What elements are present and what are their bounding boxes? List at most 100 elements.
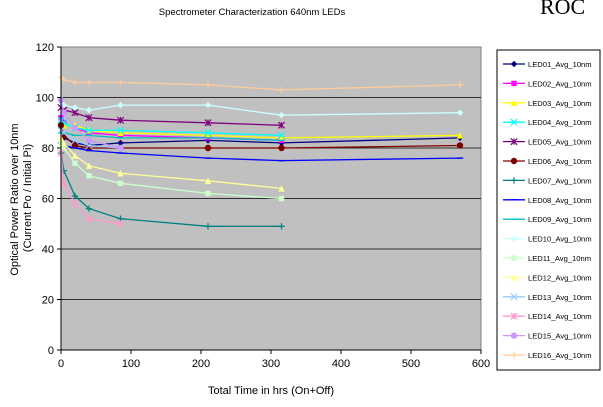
legend-item-led15-avg-10nm: LED15_Avg_10nm xyxy=(503,332,592,341)
series-led11-avg-10nm xyxy=(58,140,285,202)
legend-item-led08-avg-10nm: LED08_Avg_10nm xyxy=(503,196,592,205)
data-point-led05-avg-10nm xyxy=(204,119,212,127)
data-point-led03-avg-10nm xyxy=(204,132,212,139)
data-point-led03-avg-10nm xyxy=(117,129,124,137)
y-axis-label-line-2: (Current Po / Initial Pi) xyxy=(22,144,34,252)
data-point-led06-avg-10nm xyxy=(456,142,464,149)
data-point-led14-avg-10nm xyxy=(71,199,79,208)
series-led10-avg-10nm xyxy=(57,99,464,119)
data-point-led16-avg-10nm xyxy=(60,76,67,84)
legend-marker xyxy=(510,177,518,184)
legend-item-led02-avg-10nm: LED02_Avg_10nm xyxy=(503,79,592,88)
series-led15-avg-10nm xyxy=(57,96,124,152)
legend-marker xyxy=(510,99,518,106)
data-point-led03-avg-10nm xyxy=(456,132,464,139)
data-point-led10-avg-10nm xyxy=(204,101,212,109)
y-tick-label: 40 xyxy=(42,244,54,256)
legend-label: LED12_Avg_10nm xyxy=(528,273,592,282)
x-axis-label: Total Time in hrs (On+Off) xyxy=(208,385,334,397)
legend-label: LED06_Avg_10nm xyxy=(528,157,592,166)
data-point-led16-avg-10nm xyxy=(117,79,124,86)
data-point-led13-avg-10nm xyxy=(71,136,79,145)
x-tick-label: 200 xyxy=(192,358,210,370)
y-tick-label: 120 xyxy=(36,42,54,54)
data-point-led10-avg-10nm xyxy=(278,111,285,119)
data-point-led11-avg-10nm xyxy=(72,160,78,166)
legend-marker xyxy=(510,293,518,301)
y-tick-label: 100 xyxy=(36,93,54,105)
legend-label: LED08_Avg_10nm xyxy=(528,196,592,205)
legend-label: LED10_Avg_10nm xyxy=(528,235,592,244)
legend-label: LED04_Avg_10nm xyxy=(528,118,592,127)
data-point-led04-avg-10nm xyxy=(204,129,212,137)
data-point-led04-avg-10nm xyxy=(277,131,286,139)
data-point-led04-avg-10nm xyxy=(116,126,125,134)
data-point-led12-avg-10nm xyxy=(117,170,124,177)
y-axis-label: Optical Power Ratio over 10nm (Current P… xyxy=(9,120,34,275)
x-tick-label: 300 xyxy=(262,358,280,370)
data-point-led01-avg-10nm xyxy=(117,139,124,147)
corner-text: ROC xyxy=(540,0,586,19)
legend-label: LED01_Avg_10nm xyxy=(528,60,592,69)
data-point-led07-avg-10nm xyxy=(204,223,212,230)
data-point-led10-avg-10nm xyxy=(60,101,67,109)
data-point-led12-avg-10nm xyxy=(278,185,285,192)
data-point-led05-avg-10nm xyxy=(277,121,286,129)
y-tick-label: 0 xyxy=(48,345,54,357)
legend-marker xyxy=(510,351,518,359)
data-point-led13-avg-10nm xyxy=(85,141,93,150)
x-tick-label: 100 xyxy=(122,358,140,370)
legend-label: LED11_Avg_10nm xyxy=(528,254,591,263)
x-tick-label: 600 xyxy=(472,358,490,370)
data-point-led14-avg-10nm xyxy=(85,215,93,223)
data-point-led16-avg-10nm xyxy=(85,79,93,86)
legend-marker xyxy=(510,312,518,320)
legend-item-led13-avg-10nm: LED13_Avg_10nm xyxy=(503,293,592,302)
legend-label: LED05_Avg_10nm xyxy=(528,138,592,147)
data-point-led06-avg-10nm xyxy=(204,144,212,152)
x-tick-label: 400 xyxy=(332,358,350,370)
data-point-led10-avg-10nm xyxy=(71,104,79,111)
axis-layer: 0 20 40 60 80 100 120 0 100 200 300 400 500 600 xyxy=(36,42,491,370)
legend-item-led14-avg-10nm: LED14_Avg_10nm xyxy=(503,312,592,321)
chart-title: Spectrometer Characterization 640nm LEDs xyxy=(159,7,346,18)
data-point-led12-avg-10nm xyxy=(71,152,79,159)
legend-item-led04-avg-10nm: LED04_Avg_10nm xyxy=(503,118,592,127)
data-point-led10-avg-10nm xyxy=(117,101,124,109)
data-point-led11-avg-10nm xyxy=(61,145,67,151)
data-point-led15-avg-10nm xyxy=(60,109,67,116)
data-point-led13-avg-10nm xyxy=(60,129,68,137)
legend-item-led07-avg-10nm: LED07_Avg_10nm xyxy=(503,176,592,185)
legend-marker xyxy=(510,60,518,68)
legend-label: LED15_Avg_10nm xyxy=(528,332,592,341)
legend-marker xyxy=(510,118,518,126)
legend-marker xyxy=(511,255,517,261)
data-point-led10-avg-10nm xyxy=(85,106,93,114)
legend-item-led16-avg-10nm: LED16_Avg_10nm xyxy=(503,351,592,360)
x-tick-label: 0 xyxy=(58,358,64,370)
data-point-led16-avg-10nm xyxy=(456,81,464,89)
data-point-led11-avg-10nm xyxy=(205,190,211,197)
legend-marker xyxy=(510,157,518,165)
legend-item-led11-avg-10nm: LED11_Avg_10nm xyxy=(503,254,591,263)
y-tick-label: 20 xyxy=(42,295,54,307)
data-point-led15-avg-10nm xyxy=(117,144,124,152)
data-point-led07-avg-10nm xyxy=(278,223,285,230)
data-point-led07-avg-10nm xyxy=(85,205,93,212)
legend-item-led09-avg-10nm: LED09_Avg_10nm xyxy=(503,215,592,224)
legend-label: LED09_Avg_10nm xyxy=(528,215,592,224)
data-point-led16-avg-10nm xyxy=(71,79,79,86)
data-point-led05-avg-10nm xyxy=(116,116,125,124)
data-point-led14-avg-10nm xyxy=(60,179,68,187)
legend-item-led01-avg-10nm: LED01_Avg_10nm xyxy=(503,60,592,69)
legend-label: LED16_Avg_10nm xyxy=(528,351,592,360)
data-point-led16-avg-10nm xyxy=(278,86,285,94)
data-point-led11-avg-10nm xyxy=(117,180,124,187)
legend-marker xyxy=(510,137,518,146)
data-point-led07-avg-10nm xyxy=(60,167,67,174)
y-tick-label: 60 xyxy=(42,194,54,206)
legend-label: LED13_Avg_10nm xyxy=(528,293,592,302)
legend-item-led12-avg-10nm: LED12_Avg_10nm xyxy=(503,273,592,282)
